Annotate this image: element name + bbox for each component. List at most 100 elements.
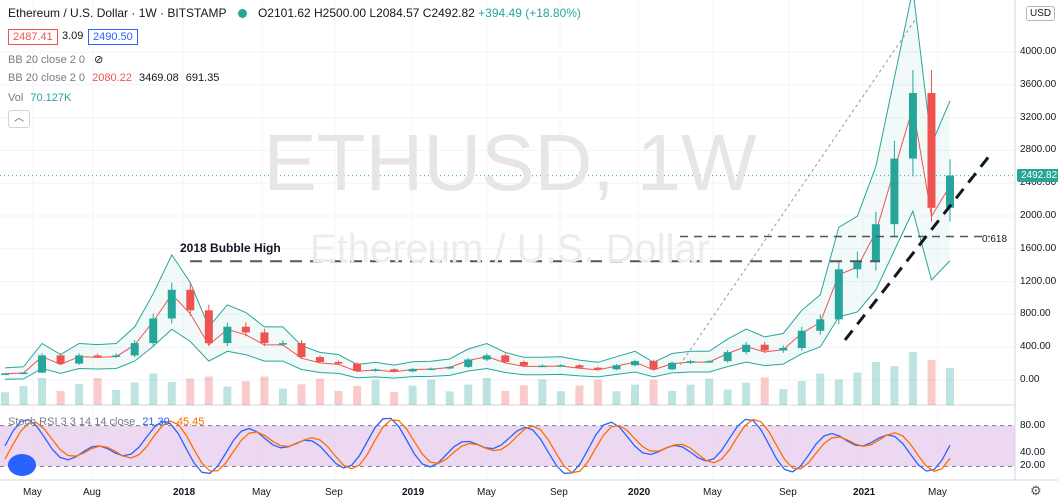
bubble-high-label: 2018 Bubble High (180, 241, 281, 255)
candles (1, 70, 954, 375)
volume-bar (760, 377, 769, 405)
x-tick-label: 2018 (173, 487, 196, 498)
candle-body (612, 365, 621, 370)
volume-bar (223, 386, 232, 405)
volume-bar (149, 373, 158, 405)
x-tick-label: Sep (325, 487, 343, 498)
volume-bar (519, 385, 528, 405)
volume-bar (575, 385, 584, 405)
volume-bar (75, 384, 84, 405)
volume-bar (668, 390, 677, 405)
stoch-rsi-pane (0, 417, 1015, 475)
volume-bar (297, 384, 306, 405)
buy-button[interactable]: 2490.50 (88, 29, 138, 45)
annotation-lines (0, 19, 1015, 366)
volume-bar (1, 392, 9, 405)
chevron-up-icon[interactable]: ︿ (8, 110, 30, 128)
candle-body (519, 361, 528, 366)
candle-body (56, 355, 65, 364)
tradingview-logo-icon[interactable] (8, 454, 36, 476)
watermark-name: Ethereum / U.S. Dollar (310, 227, 710, 271)
gear-icon[interactable]: ⚙ (1030, 483, 1042, 498)
candle-body (130, 343, 139, 356)
volume-bar (167, 382, 176, 405)
volume-bar (538, 379, 547, 405)
candle-body (241, 326, 250, 333)
y-tick-label: 0.00 (1020, 374, 1040, 385)
candle-body (723, 352, 732, 362)
volume-bar (816, 373, 825, 405)
last-price-tag: 2492.82 (1017, 169, 1058, 182)
ohlc-values: O2101.62 H2500.00 L2084.57 C2492.82 (257, 6, 475, 20)
candle-body (297, 343, 306, 358)
bb1-label: BB 20 close 2 0 (8, 54, 86, 66)
candle-body (575, 365, 584, 368)
band-lower (4, 209, 951, 380)
y-tick-label: 1600.00 (1020, 242, 1057, 254)
eye-off-icon[interactable]: ⊘ (94, 54, 104, 66)
candle-body (853, 261, 862, 270)
y-tick-label: 2400.00 (1020, 177, 1057, 189)
band-upper (4, 0, 951, 369)
volume-bar (556, 391, 565, 405)
volume-bar (241, 381, 250, 405)
candle-body (668, 362, 677, 370)
x-tick-label: May (252, 487, 271, 498)
stoch-legend[interactable]: Stoch RSI 3 3 14 14 close 21.39 45.45 (8, 416, 204, 428)
volume-bar (927, 360, 936, 405)
candle-body (464, 359, 473, 367)
x-tick-label: May (477, 487, 496, 498)
x-tick-label: Sep (779, 487, 797, 498)
volume-bar (946, 368, 954, 405)
volume-bar (834, 379, 843, 405)
fib-label: 0.618 (982, 234, 1007, 245)
volume-value: 70.127K (30, 92, 72, 104)
volume-bar (631, 384, 639, 405)
volume-legend[interactable]: Vol 70.127K (8, 92, 71, 104)
candle-body (112, 355, 121, 357)
volume-bar (890, 366, 899, 405)
candle-body (593, 367, 602, 370)
volume-bar (723, 389, 732, 405)
y-tick-label: 4000.00 (1020, 46, 1057, 57)
candle-body (834, 269, 843, 320)
x-tick-label: May (703, 487, 722, 498)
volume-bar (371, 379, 380, 405)
volume-bar (427, 379, 436, 405)
x-tick-label: May (928, 487, 947, 498)
bb2-legend[interactable]: BB 20 close 2 0 2080.22 3469.08 691.35 (8, 72, 219, 84)
candle-body (927, 93, 936, 208)
candle-body (538, 365, 547, 368)
y-tick-label: 3600.00 (1020, 78, 1057, 90)
stoch-tick-label: 20.00 (1020, 460, 1046, 472)
bb1-legend[interactable]: BB 20 close 2 0 ⊘ (8, 53, 103, 66)
band-basis (4, 107, 951, 375)
candle-body (631, 361, 639, 366)
price-change: +394.49 (+18.80%) (478, 6, 581, 20)
symbol-title[interactable]: Ethereum / U.S. Dollar · 1W · BITSTAMP (8, 6, 227, 20)
chart-grid (0, 0, 1058, 481)
spread-value: 3.09 (62, 30, 84, 42)
volume-bar (38, 378, 47, 405)
y-tick-label: 2800.00 (1020, 144, 1057, 156)
x-tick-label: 2020 (628, 487, 651, 498)
candle-body (75, 355, 84, 364)
volume-bar (686, 384, 695, 405)
y-tick-label: 400.00 (1020, 341, 1051, 353)
bollinger-bands (4, 0, 951, 380)
candle-body (742, 344, 751, 353)
candle-body (705, 361, 714, 363)
volume-bar (130, 382, 139, 405)
chart-header: Ethereum / U.S. Dollar · 1W · BITSTAMP O… (8, 6, 581, 20)
currency-label[interactable]: USD (1026, 6, 1056, 21)
volume-bar (464, 384, 473, 405)
volume-bar (501, 390, 510, 405)
candle-body (19, 372, 28, 375)
sell-button[interactable]: 2487.41 (8, 29, 58, 45)
candle-body (908, 93, 917, 159)
y-tick-label: 1200.00 (1020, 275, 1057, 287)
stoch-d-line (4, 418, 951, 474)
volume-bar (649, 379, 658, 405)
x-tick-label: Sep (550, 487, 568, 498)
